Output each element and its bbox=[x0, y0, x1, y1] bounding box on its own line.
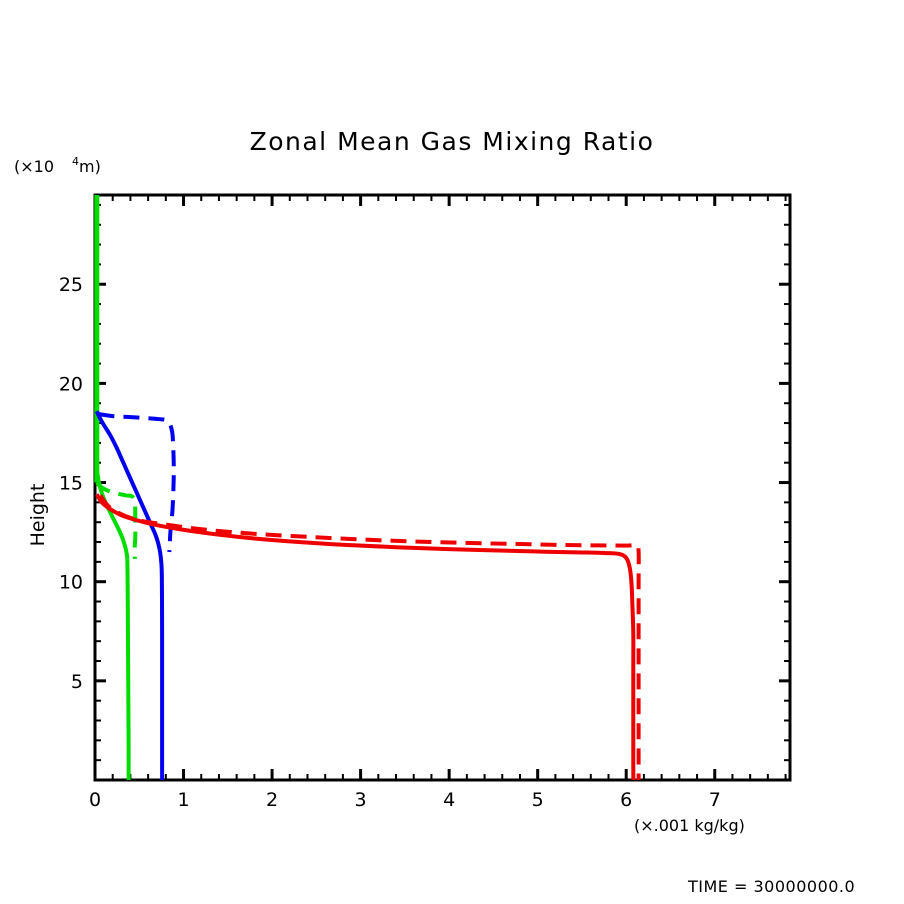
axes-layer: 0 1 2 3 4 5 6 7 5 10 15 20 25 bbox=[59, 193, 792, 811]
x-tick-label: 3 bbox=[355, 789, 367, 811]
y-tick-label: 20 bbox=[59, 373, 83, 395]
series-blue-solid bbox=[94, 410, 165, 780]
x-tick-label: 6 bbox=[620, 789, 632, 811]
series-red-solid bbox=[95, 493, 636, 780]
chart-title: Zonal Mean Gas Mixing Ratio bbox=[250, 127, 655, 156]
data-series-layer bbox=[94, 195, 641, 781]
y-tick-label: 15 bbox=[59, 473, 83, 495]
time-annotation: TIME = 30000000.0 bbox=[687, 877, 855, 896]
y-tick-label: 25 bbox=[59, 274, 83, 296]
x-tick-label: 5 bbox=[532, 789, 544, 811]
series-green-dashed bbox=[95, 481, 138, 559]
x-tick-label: 0 bbox=[89, 789, 101, 811]
y-axis-title: Height bbox=[27, 484, 49, 547]
x-tick-label: 2 bbox=[266, 789, 278, 811]
y-unit-base: (×10 bbox=[14, 157, 54, 176]
series-blue-dashed bbox=[98, 412, 176, 553]
y-unit-tail: m) bbox=[79, 157, 101, 176]
y-unit-exponent: 4 bbox=[72, 155, 79, 168]
y-tick-label: 5 bbox=[71, 671, 83, 693]
x-tick-label: 1 bbox=[177, 789, 189, 811]
x-tick-label: 4 bbox=[443, 789, 455, 811]
series-green-solid bbox=[94, 196, 131, 781]
series-red-dashed bbox=[98, 494, 641, 780]
y-tick-label: 10 bbox=[59, 572, 83, 594]
x-tick-label: 7 bbox=[709, 789, 721, 811]
y-axis-unit-label: (×10 4 m) bbox=[14, 155, 101, 176]
plot-frame bbox=[93, 193, 792, 782]
x-axis-unit-label: (×.001 kg/kg) bbox=[634, 816, 745, 835]
